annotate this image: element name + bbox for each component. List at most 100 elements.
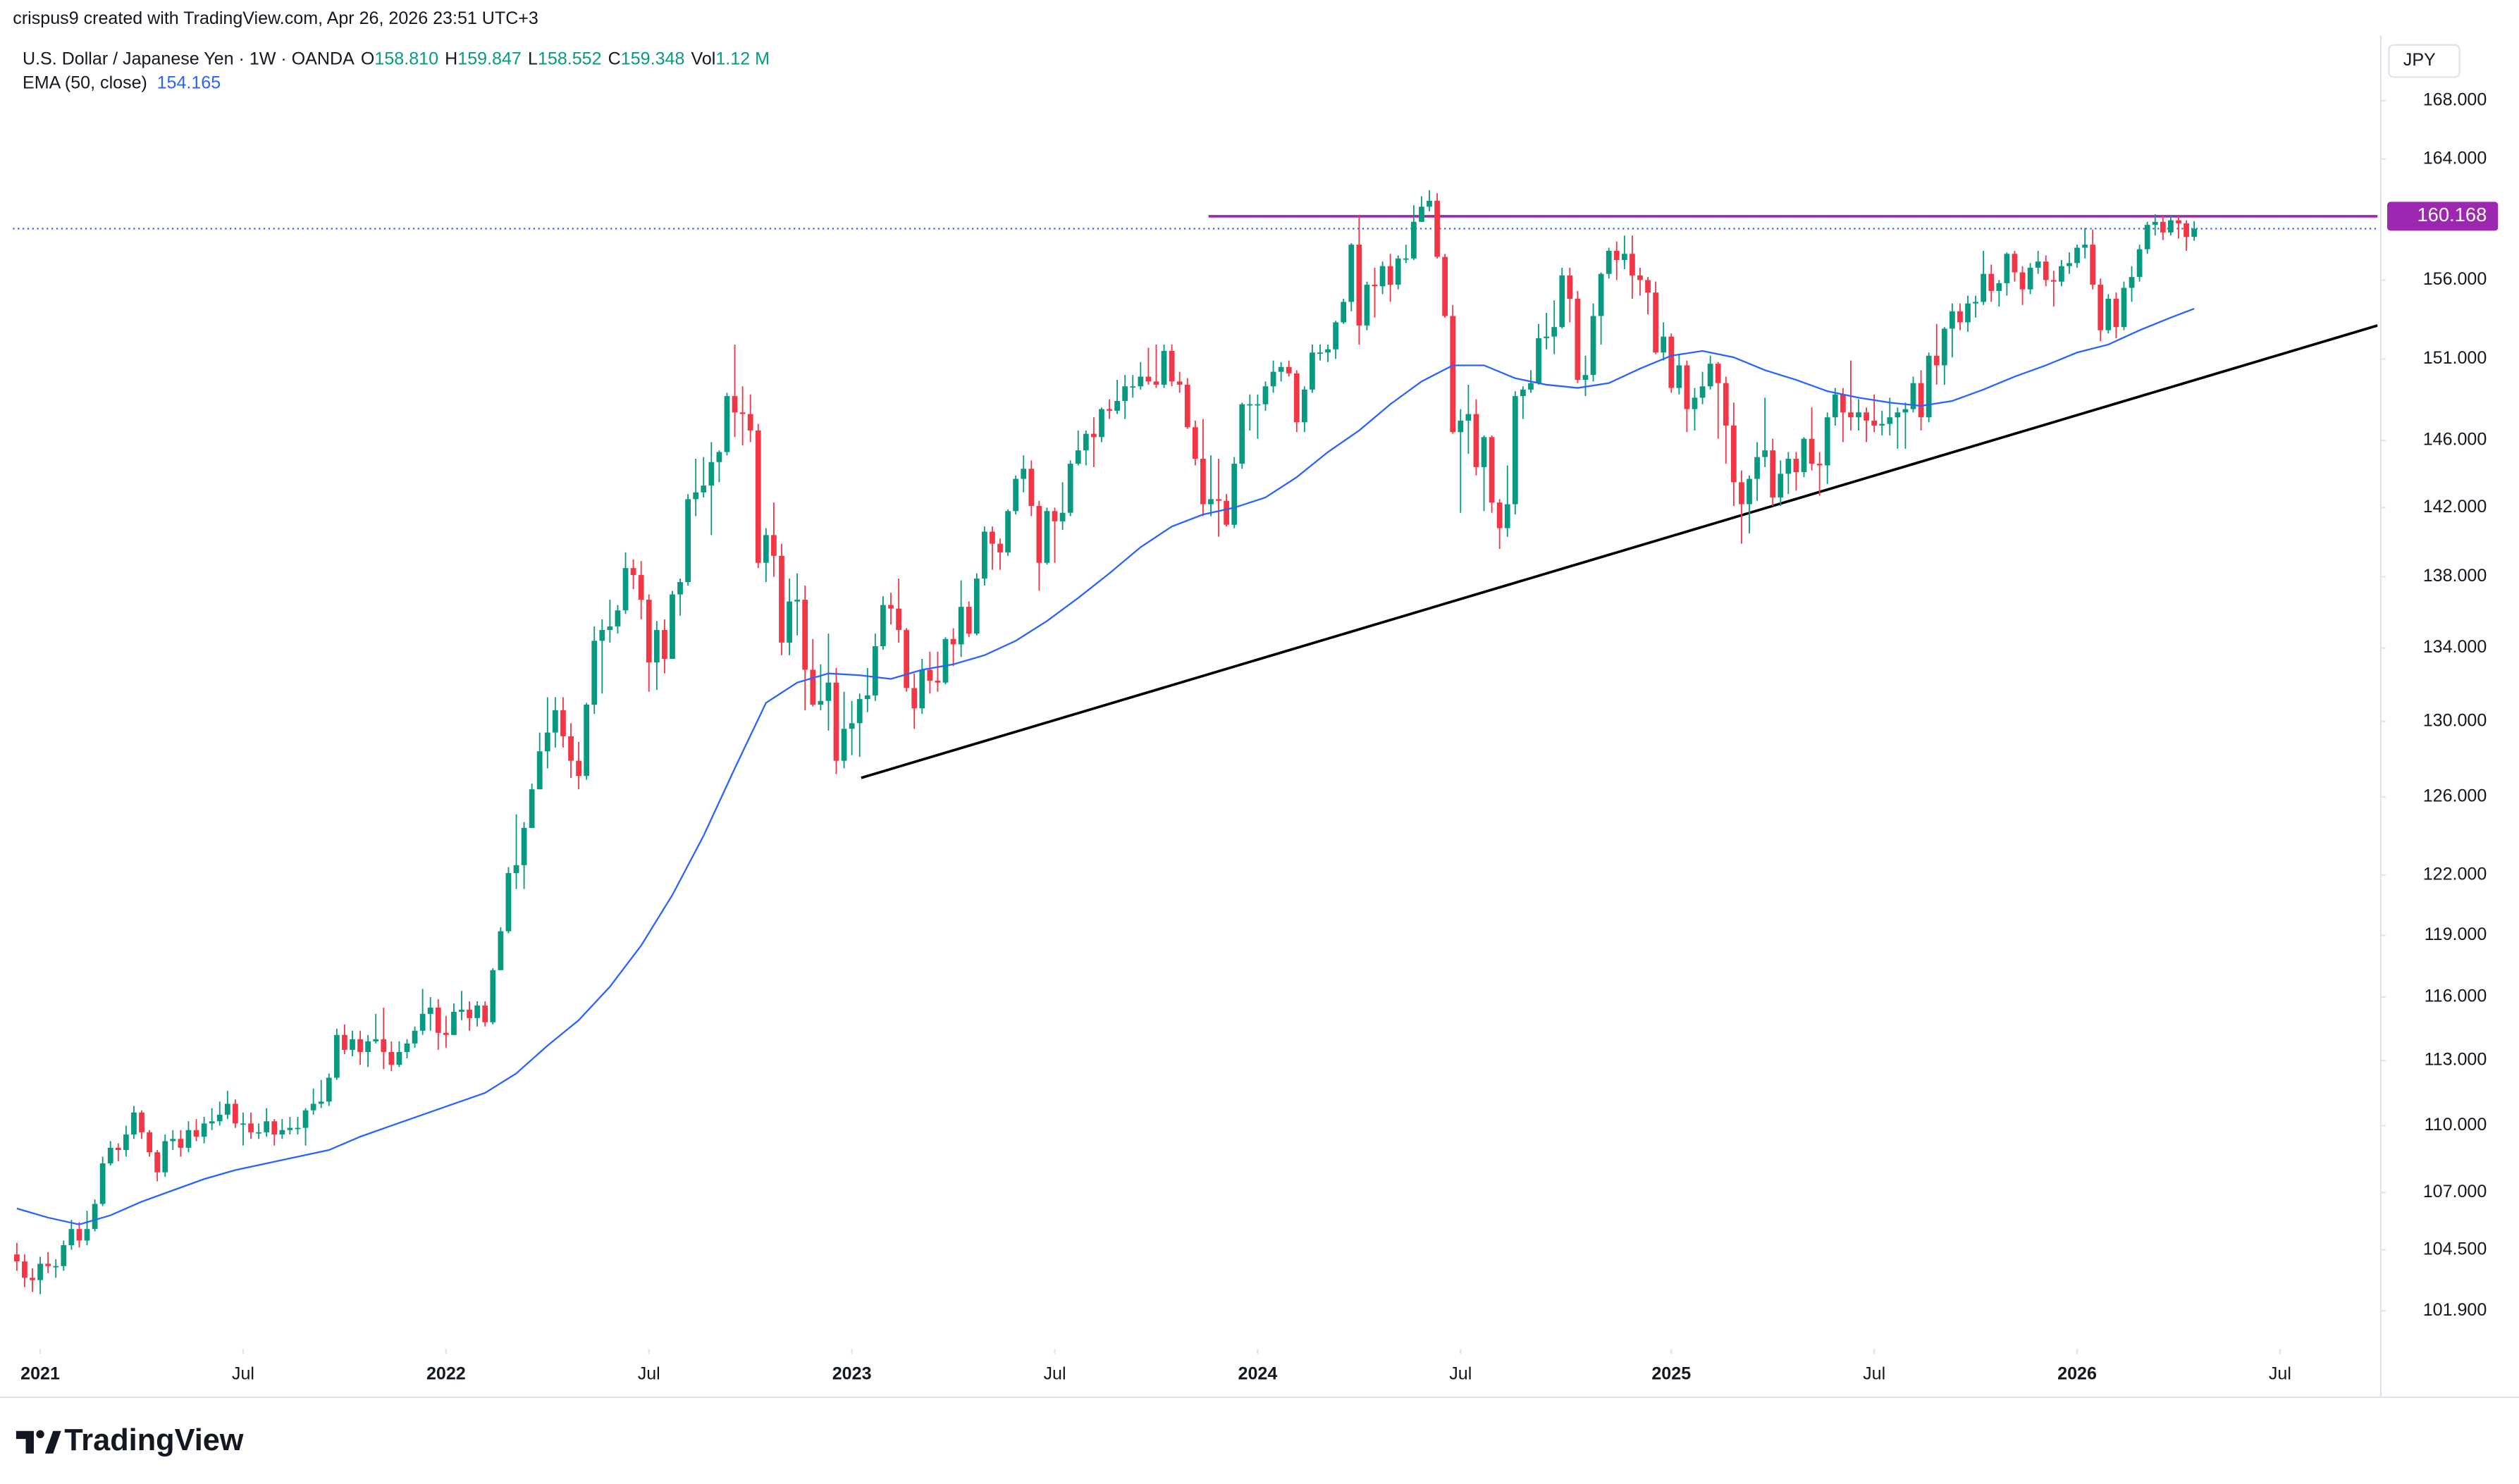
candle-body xyxy=(1598,273,1604,316)
candle-body xyxy=(1161,350,1167,385)
candle-body xyxy=(1606,250,1612,274)
indicator-value: 154.165 xyxy=(157,73,221,92)
y-tick-label: 110.000 xyxy=(2425,1115,2487,1134)
candle-body xyxy=(958,607,964,645)
candle-body xyxy=(209,1121,215,1124)
candle-body xyxy=(1785,458,1792,474)
candle-body xyxy=(1293,373,1300,423)
x-tick-label: 2023 xyxy=(832,1364,872,1384)
currency[interactable]: JPY xyxy=(2403,50,2436,70)
candle-body xyxy=(732,396,738,413)
candle-body xyxy=(1668,336,1675,388)
candle-body xyxy=(997,543,1003,552)
y-tick-label: 164.000 xyxy=(2423,148,2487,168)
currency-box[interactable] xyxy=(2388,44,2461,78)
y-tick-label: 134.000 xyxy=(2423,637,2487,657)
candle-body xyxy=(576,760,581,777)
candle-body xyxy=(1730,425,1737,483)
candle-body xyxy=(357,1039,363,1052)
candle-body xyxy=(802,600,808,670)
candle-body xyxy=(552,710,558,733)
candle-body xyxy=(615,610,621,626)
candle-body xyxy=(1372,285,1378,287)
candle-body xyxy=(256,1132,261,1134)
candle-body xyxy=(1918,383,1924,418)
candle-body xyxy=(318,1101,324,1104)
candle-body xyxy=(1130,386,1136,388)
candle-body xyxy=(1122,386,1128,402)
candle-body xyxy=(1099,409,1104,438)
candle-body xyxy=(981,531,987,579)
candle-body xyxy=(154,1152,161,1173)
candle-body xyxy=(1013,478,1019,512)
candle-body xyxy=(794,600,801,602)
candle-body xyxy=(1661,336,1667,353)
x-tick-label: 2022 xyxy=(426,1364,466,1384)
candle-body xyxy=(779,555,784,643)
candle-body xyxy=(833,682,839,761)
candle-body xyxy=(443,1032,449,1035)
candle-body xyxy=(1184,384,1190,428)
x-tick-label: 2021 xyxy=(20,1364,60,1384)
brand-logo xyxy=(16,1430,61,1454)
candle-body xyxy=(896,608,901,631)
candle-body xyxy=(233,1103,238,1124)
candle-body xyxy=(950,638,956,645)
candle-body xyxy=(373,1039,379,1041)
candle-body xyxy=(771,535,777,556)
price-label: 160.168 xyxy=(2417,204,2487,225)
candle-body xyxy=(662,630,667,660)
ohlc-value: 1.12 M xyxy=(715,49,770,68)
candle-body xyxy=(2168,220,2174,233)
candle-body xyxy=(1427,200,1432,207)
candle-body xyxy=(935,681,941,683)
candle-body xyxy=(1052,511,1058,521)
candle-body xyxy=(248,1123,254,1132)
candle-body xyxy=(381,1039,387,1052)
candle-body xyxy=(1715,364,1721,383)
candle-body xyxy=(139,1112,144,1132)
candle-body xyxy=(302,1110,309,1128)
candle-body xyxy=(2082,245,2088,248)
candle-body xyxy=(459,1009,464,1012)
candle-body xyxy=(1762,450,1768,457)
y-tick-label: 122.000 xyxy=(2423,864,2487,884)
candle-body xyxy=(185,1130,192,1148)
candle-body xyxy=(2067,263,2072,266)
candle-body xyxy=(1653,292,1658,353)
candle-body xyxy=(1169,350,1175,382)
candle-body xyxy=(1138,376,1144,387)
candle-body xyxy=(1840,394,1846,413)
candle-body xyxy=(1278,366,1284,372)
candle-body xyxy=(1676,365,1682,388)
candle-body xyxy=(1973,302,1978,304)
candle-body xyxy=(1364,285,1370,326)
candle-body xyxy=(1895,412,1901,418)
candle-body xyxy=(630,568,636,576)
candle-body xyxy=(123,1134,129,1150)
candle-body xyxy=(599,630,605,641)
candle-body xyxy=(2035,261,2041,268)
candle-body xyxy=(1005,511,1011,552)
candle-body xyxy=(1067,464,1073,513)
candle-body xyxy=(1536,338,1541,383)
candle-body xyxy=(1387,266,1393,285)
candle-body xyxy=(2184,223,2189,237)
x-tick-label: Jul xyxy=(638,1364,660,1384)
y-tick-label: 168.000 xyxy=(2423,90,2487,110)
candle-body xyxy=(990,531,995,544)
candle-body xyxy=(2121,287,2127,328)
candle-body xyxy=(568,736,574,761)
candle-body xyxy=(856,699,863,724)
candle-body xyxy=(1114,401,1120,411)
candle-body xyxy=(544,732,550,752)
candle-body xyxy=(591,641,598,705)
candle-body xyxy=(1395,258,1401,285)
candle-body xyxy=(1902,409,1909,413)
indicator-legend: EMA (50, close) 154.165 xyxy=(23,73,221,92)
candle-body xyxy=(1575,298,1581,381)
candle-body xyxy=(607,626,613,631)
ema-line xyxy=(16,308,2195,1225)
y-tick-label: 101.900 xyxy=(2423,1300,2487,1320)
